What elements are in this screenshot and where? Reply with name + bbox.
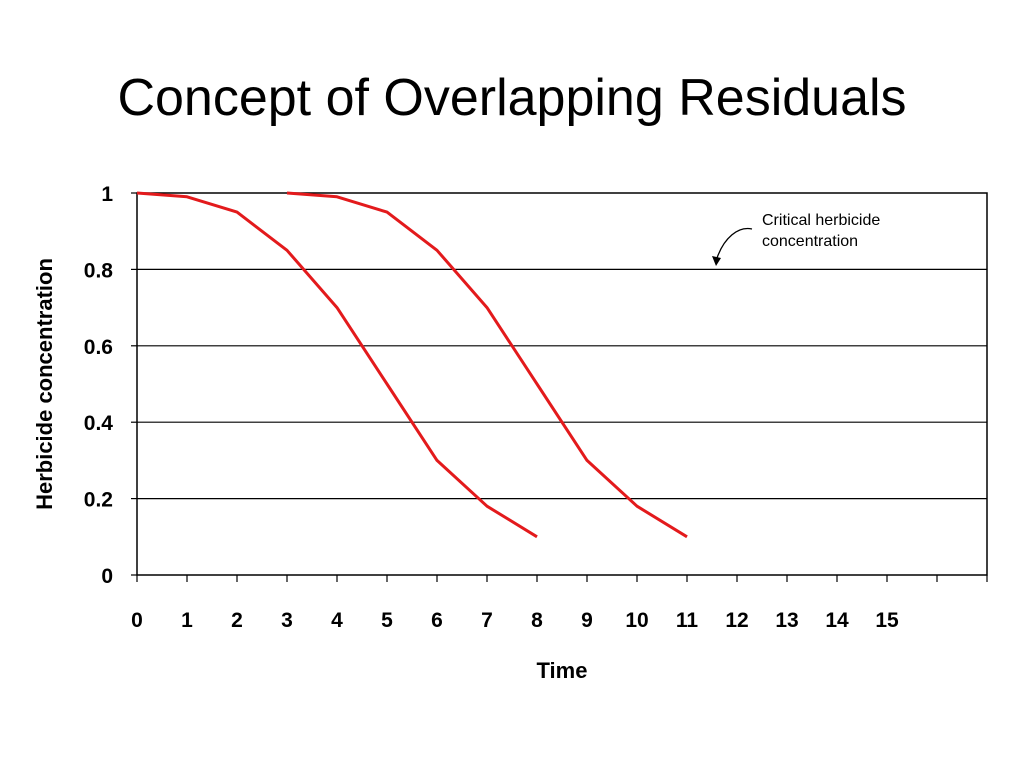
x-tick-label: 6: [431, 609, 443, 632]
annotation-line-1: Critical herbicide: [762, 212, 880, 229]
x-tick-label: 7: [481, 609, 493, 632]
annotation-arrow-icon: [716, 227, 753, 259]
x-tick-label: 10: [625, 609, 648, 632]
y-tick-label: 0.4: [84, 412, 114, 435]
x-tick-label: 0: [131, 609, 143, 632]
x-tick-label: 15: [875, 609, 899, 632]
y-tick-label: 0.2: [84, 489, 113, 512]
slide-title: Concept of Overlapping Residuals: [117, 69, 907, 127]
gridlines: [137, 268, 987, 500]
series-lines: [136, 191, 688, 539]
arrowhead-icon: [712, 256, 721, 266]
x-tick-label: 14: [825, 609, 849, 632]
annotation-line-2: concentration: [762, 233, 858, 250]
x-tick-label: 3: [281, 609, 293, 632]
x-tick-label: 8: [531, 609, 543, 632]
y-tick-label: 0: [101, 565, 113, 588]
x-tick-label: 11: [676, 609, 699, 632]
y-axis: 0 0.2 0.4 0.6 0.8 1: [84, 183, 137, 588]
series-line-1: [136, 191, 538, 539]
y-tick-label: 0.6: [84, 336, 113, 359]
y-tick-label: 0.8: [84, 259, 114, 282]
series-line-2: [286, 191, 688, 539]
x-tick-label: 9: [581, 609, 593, 632]
x-tick-label: 2: [231, 609, 243, 632]
x-axis: 0 1 2 3 4 5 6 7 8 9 10 11 12 13 14 15: [131, 575, 988, 632]
x-axis-title: Time: [537, 658, 588, 683]
plot-area-frame: [136, 192, 988, 576]
critical-concentration-annotation: Critical herbicide concentration: [712, 212, 880, 266]
x-tick-label: 13: [775, 609, 798, 632]
x-tick-label: 5: [381, 609, 393, 632]
x-tick-label: 12: [725, 609, 748, 632]
y-tick-label: 1: [101, 183, 113, 206]
y-axis-title: Herbicide concentration: [32, 258, 57, 510]
x-tick-label: 1: [181, 609, 193, 632]
x-tick-label: 4: [331, 609, 343, 632]
